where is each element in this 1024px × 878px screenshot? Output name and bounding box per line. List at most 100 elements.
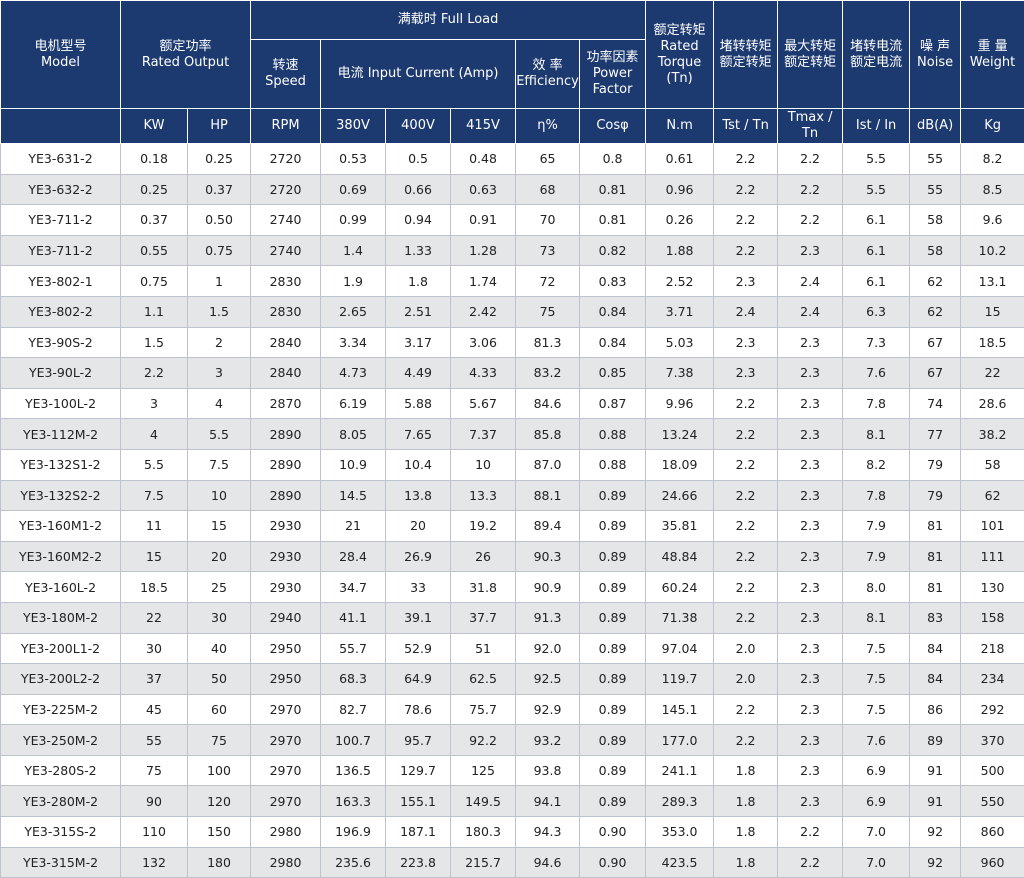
value-cell: 2.3	[777, 754, 844, 787]
value-cell: 10	[450, 448, 517, 481]
value-cell: 0.81	[579, 173, 647, 206]
value-cell: 7.8	[842, 479, 911, 512]
value-cell: 28.6	[960, 387, 1024, 420]
value-cell: 14.5	[320, 479, 387, 512]
value-cell: 3.34	[320, 326, 387, 359]
value-cell: 9.6	[960, 204, 1024, 236]
value-cell: 90.3	[515, 540, 581, 573]
value-cell: 5.5	[186, 418, 252, 450]
value-cell: 20	[186, 540, 252, 573]
value-cell: 2.2	[713, 571, 779, 603]
header-locked-rotor-torque: 堵转转矩 额定转矩	[713, 0, 779, 109]
value-cell: 2930	[250, 540, 322, 573]
value-cell: 2.2	[713, 234, 779, 267]
value-cell: 2.3	[777, 540, 844, 573]
value-cell: 2.2	[777, 204, 844, 236]
value-cell: 1.33	[385, 234, 452, 267]
table-body: YE3-631-2 0.18 0.25 2720 0.53 0.5 0.48 65 0.8 0.6…	[0, 143, 1024, 878]
value-cell: 81	[909, 571, 962, 603]
value-cell: 155.1	[385, 785, 452, 818]
value-cell: 235.6	[320, 846, 387, 878]
table-header: 电机型号 Model 额定功率 Rated Output 满载时 Full Lo…	[0, 0, 1024, 144]
value-cell: 8.0	[842, 571, 911, 603]
value-cell: 2.3	[713, 357, 779, 389]
value-cell: 92.0	[515, 632, 581, 665]
value-cell: 74	[909, 387, 962, 420]
table-row: YE3-160M1-2 11 15 2930 21 20 19.2 89.4 0.89 35.81…	[0, 510, 1024, 542]
header-efficiency: 效 率 Efficiency	[515, 39, 581, 109]
value-cell: 129.7	[385, 754, 452, 787]
value-cell: 30	[120, 632, 188, 665]
value-cell: 1.88	[645, 234, 715, 267]
model-cell: YE3-250M-2	[0, 724, 121, 756]
value-cell: 1.5	[186, 295, 252, 328]
value-cell: 8.1	[842, 418, 911, 450]
value-cell: 370	[960, 724, 1024, 756]
value-cell: 2.3	[777, 571, 844, 603]
value-cell: 5.67	[450, 387, 517, 420]
value-cell: 39.1	[385, 601, 452, 634]
value-cell: 5.5	[842, 173, 911, 206]
value-cell: 2.51	[385, 295, 452, 328]
value-cell: 1.8	[713, 754, 779, 787]
value-cell: 2.3	[777, 693, 844, 726]
value-cell: 7.5	[842, 632, 911, 665]
value-cell: 0.53	[320, 143, 387, 175]
value-cell: 11	[120, 510, 188, 542]
value-cell: 72	[515, 265, 581, 297]
value-cell: 26	[450, 540, 517, 573]
value-cell: 0.37	[186, 173, 252, 206]
value-cell: 10.4	[385, 448, 452, 481]
header-noise: 噪 声 Noise	[909, 0, 962, 109]
value-cell: 292	[960, 693, 1024, 726]
value-cell: 0.26	[645, 204, 715, 236]
value-cell: 2720	[250, 173, 322, 206]
value-cell: 5.88	[385, 387, 452, 420]
value-cell: 3	[120, 387, 188, 420]
value-cell: 0.18	[120, 143, 188, 175]
model-cell: YE3-132S2-2	[0, 479, 121, 512]
value-cell: 26.9	[385, 540, 452, 573]
table-row: YE3-802-2 1.1 1.5 2830 2.65 2.51 2.42 75 0.84 3.7…	[0, 295, 1024, 328]
value-cell: 125	[450, 754, 517, 787]
value-cell: 215.7	[450, 846, 517, 878]
value-cell: 6.3	[842, 295, 911, 328]
unit-header-cell: KW	[120, 108, 188, 144]
value-cell: 150	[186, 816, 252, 848]
value-cell: 87.0	[515, 448, 581, 481]
value-cell: 0.96	[645, 173, 715, 206]
value-cell: 92.9	[515, 693, 581, 726]
value-cell: 78.6	[385, 693, 452, 726]
value-cell: 0.69	[320, 173, 387, 206]
model-cell: YE3-802-1	[0, 265, 121, 297]
value-cell: 0.83	[579, 265, 647, 297]
value-cell: 145.1	[645, 693, 715, 726]
value-cell: 2890	[250, 448, 322, 481]
value-cell: 2.2	[713, 387, 779, 420]
value-cell: 234	[960, 663, 1024, 695]
value-cell: 51	[450, 632, 517, 665]
unit-header-cell: N.m	[645, 108, 715, 144]
value-cell: 223.8	[385, 846, 452, 878]
table-row: YE3-90S-2 1.5 2 2840 3.34 3.17 3.06 81.3 0.84 5.0…	[0, 326, 1024, 359]
value-cell: 94.6	[515, 846, 581, 878]
value-cell: 7.3	[842, 326, 911, 359]
value-cell: 67	[909, 326, 962, 359]
model-cell: YE3-200L1-2	[0, 632, 121, 665]
value-cell: 89	[909, 724, 962, 756]
value-cell: 2950	[250, 632, 322, 665]
value-cell: 10.9	[320, 448, 387, 481]
unit-header-cell: Kg	[960, 108, 1024, 144]
value-cell: 2970	[250, 785, 322, 818]
table-row: YE3-280M-2 90 120 2970 163.3 155.1 149.5 94.1 0.…	[0, 785, 1024, 818]
value-cell: 2.2	[777, 143, 844, 175]
unit-header-cell: η%	[515, 108, 581, 144]
value-cell: 2.3	[777, 326, 844, 359]
value-cell: 58	[909, 234, 962, 267]
value-cell: 0.89	[579, 724, 647, 756]
value-cell: 177.0	[645, 724, 715, 756]
value-cell: 132	[120, 846, 188, 878]
value-cell: 64.9	[385, 663, 452, 695]
value-cell: 83.2	[515, 357, 581, 389]
value-cell: 35.81	[645, 510, 715, 542]
